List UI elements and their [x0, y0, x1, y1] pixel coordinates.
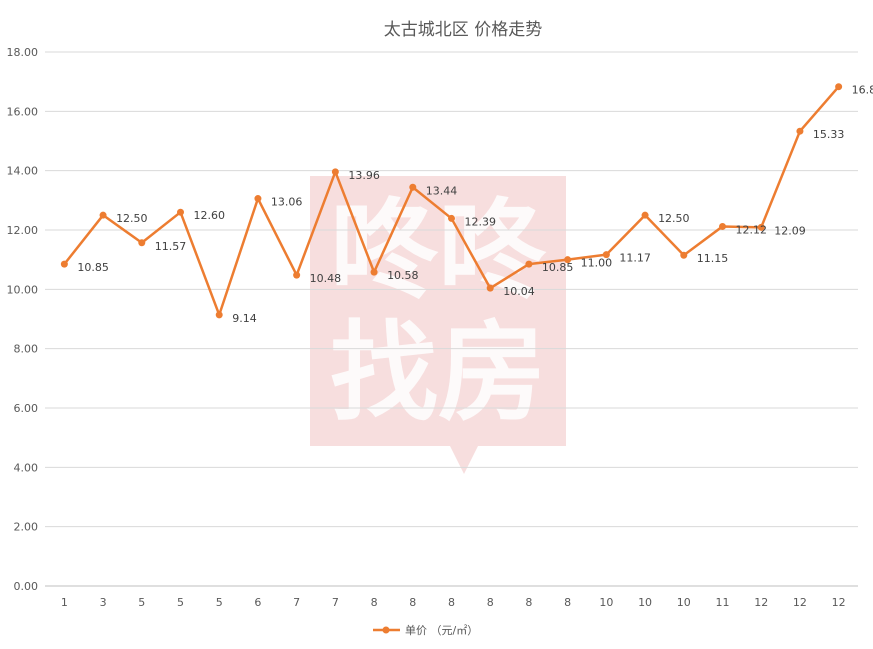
data-label: 10.04 — [503, 285, 535, 298]
x-tick-label: 10 — [599, 596, 613, 609]
watermark-line-2: 找房 — [330, 311, 546, 436]
data-label: 10.85 — [542, 261, 574, 274]
x-tick-label: 10 — [638, 596, 652, 609]
gridlines — [45, 51, 858, 587]
x-axis-ticks: 1 3 5 5 5 6 7 7 8 8 8 8 8 8 10 10 10 11 12 12 12 — [61, 596, 846, 609]
data-point — [293, 271, 301, 279]
data-label: 11.00 — [581, 257, 613, 270]
data-point — [177, 208, 184, 216]
data-label: 12.39 — [465, 215, 497, 228]
legend-label: 单价 （元/㎡） — [405, 624, 478, 637]
x-tick-label: 8 — [525, 596, 532, 609]
x-tick-label: 11 — [716, 596, 730, 609]
y-tick-label: 16.00 — [7, 105, 39, 118]
data-label: 12.12 — [736, 223, 768, 236]
data-point — [409, 183, 417, 191]
data-point — [486, 284, 494, 292]
data-label: 11.57 — [155, 240, 187, 253]
x-tick-label: 8 — [409, 596, 416, 609]
y-axis-ticks: 0.00 2.00 4.00 6.00 8.00 10.00 12.00 14.00 16.00… — [7, 46, 39, 593]
data-point — [215, 311, 223, 319]
x-tick-label: 8 — [487, 596, 494, 609]
data-point — [99, 211, 107, 219]
legend-marker — [382, 626, 390, 634]
data-point — [680, 251, 688, 259]
x-tick-label: 7 — [293, 596, 300, 609]
x-tick-label: 3 — [100, 596, 107, 609]
data-labels: 10.85 12.50 11.57 12.60 9.14 13.06 10.48 13.96 1… — [77, 84, 873, 325]
y-tick-label: 4.00 — [14, 461, 39, 474]
data-point — [254, 195, 262, 203]
y-tick-label: 12.00 — [7, 224, 39, 237]
data-point — [564, 256, 572, 264]
data-label: 12.50 — [658, 212, 690, 225]
data-label: 10.85 — [77, 261, 109, 274]
data-label: 13.44 — [426, 184, 458, 197]
series-line — [60, 83, 843, 319]
data-label: 16.83 — [852, 84, 873, 97]
y-tick-label: 0.00 — [14, 580, 39, 593]
data-label: 9.14 — [232, 312, 257, 325]
data-label: 12.09 — [774, 224, 806, 237]
y-tick-label: 8.00 — [14, 343, 39, 356]
data-point — [370, 268, 378, 276]
x-tick-label: 6 — [254, 596, 261, 609]
x-tick-label: 8 — [371, 596, 378, 609]
data-label: 15.33 — [813, 128, 845, 141]
x-tick-label: 12 — [832, 596, 846, 609]
y-tick-label: 14.00 — [7, 165, 39, 178]
data-point — [719, 222, 726, 230]
x-tick-label: 12 — [754, 596, 768, 609]
data-point — [60, 260, 68, 268]
data-point — [641, 211, 649, 219]
data-point — [796, 127, 804, 135]
y-tick-label: 6.00 — [14, 402, 39, 415]
data-label: 12.60 — [194, 209, 226, 222]
data-label: 10.48 — [310, 272, 342, 285]
data-label: 11.17 — [619, 252, 651, 265]
x-tick-label: 5 — [177, 596, 184, 609]
watermark: 咚咚 找房 — [310, 176, 566, 474]
x-tick-label: 5 — [138, 596, 145, 609]
data-label: 12.50 — [116, 212, 148, 225]
data-label: 13.96 — [348, 169, 380, 182]
watermark-badge — [310, 176, 566, 474]
x-tick-label: 5 — [216, 596, 223, 609]
x-tick-label: 12 — [793, 596, 807, 609]
x-tick-label: 7 — [332, 596, 339, 609]
x-tick-label: 1 — [61, 596, 68, 609]
data-point — [602, 251, 610, 259]
x-tick-label: 8 — [448, 596, 455, 609]
data-point — [835, 83, 843, 91]
y-tick-label: 2.00 — [14, 521, 39, 534]
x-tick-label: 8 — [564, 596, 571, 609]
data-label: 13.06 — [271, 196, 303, 209]
data-label: 10.58 — [387, 269, 419, 282]
data-point — [757, 223, 765, 231]
data-point — [448, 214, 455, 222]
data-point — [331, 168, 339, 176]
y-tick-label: 10.00 — [7, 283, 39, 296]
data-point — [525, 260, 533, 268]
data-label: 11.15 — [697, 252, 729, 265]
y-tick-label: 18.00 — [7, 46, 39, 59]
x-tick-label: 10 — [677, 596, 691, 609]
legend: 单价 （元/㎡） — [373, 624, 478, 637]
data-point — [138, 239, 146, 247]
chart-title: 太古城北区 价格走势 — [384, 20, 542, 40]
